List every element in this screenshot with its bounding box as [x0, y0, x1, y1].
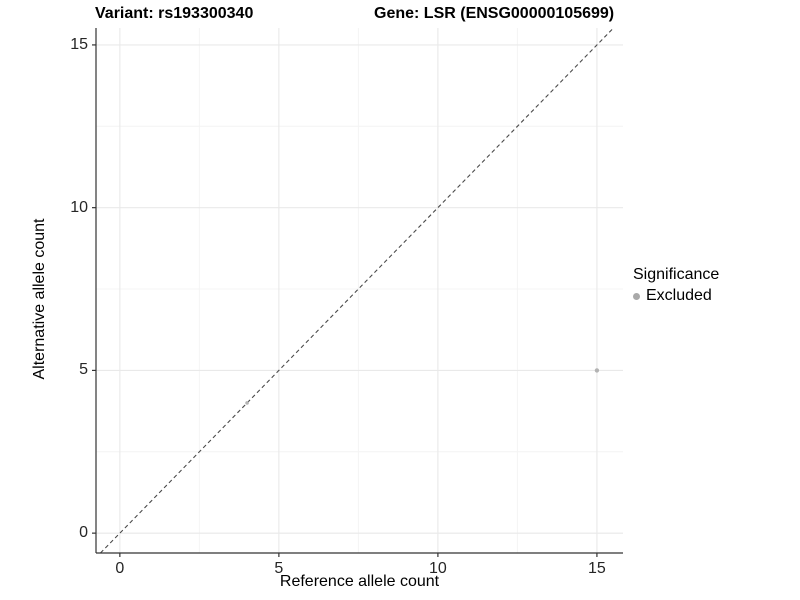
legend: Significance Excluded [633, 265, 719, 305]
x-axis-title: Reference allele count [279, 573, 440, 590]
data-point [245, 401, 249, 405]
identity-line [100, 27, 614, 554]
legend-item-excluded: Excluded [633, 287, 719, 305]
legend-item-label: Excluded [646, 287, 712, 304]
plot-title-variant: Variant: rs193300340 [95, 5, 254, 22]
y-tick-label: 5 [79, 361, 88, 379]
x-tick-label: 10 [428, 560, 447, 577]
y-axis-title: Alternative allele count [31, 218, 48, 380]
legend-title: Significance [633, 266, 720, 283]
y-tick-label: 15 [70, 35, 88, 53]
x-tick-label: 5 [274, 560, 284, 577]
y-tick-label: 0 [79, 524, 88, 542]
x-tick-label: 0 [115, 560, 125, 577]
x-tick-label: 15 [588, 560, 606, 577]
legend-key-dot-icon [633, 292, 640, 300]
data-point [594, 368, 600, 373]
y-tick-label: 10 [70, 198, 88, 216]
plot-title-gene: Gene: LSR (ENSG00000105699) [374, 5, 615, 22]
